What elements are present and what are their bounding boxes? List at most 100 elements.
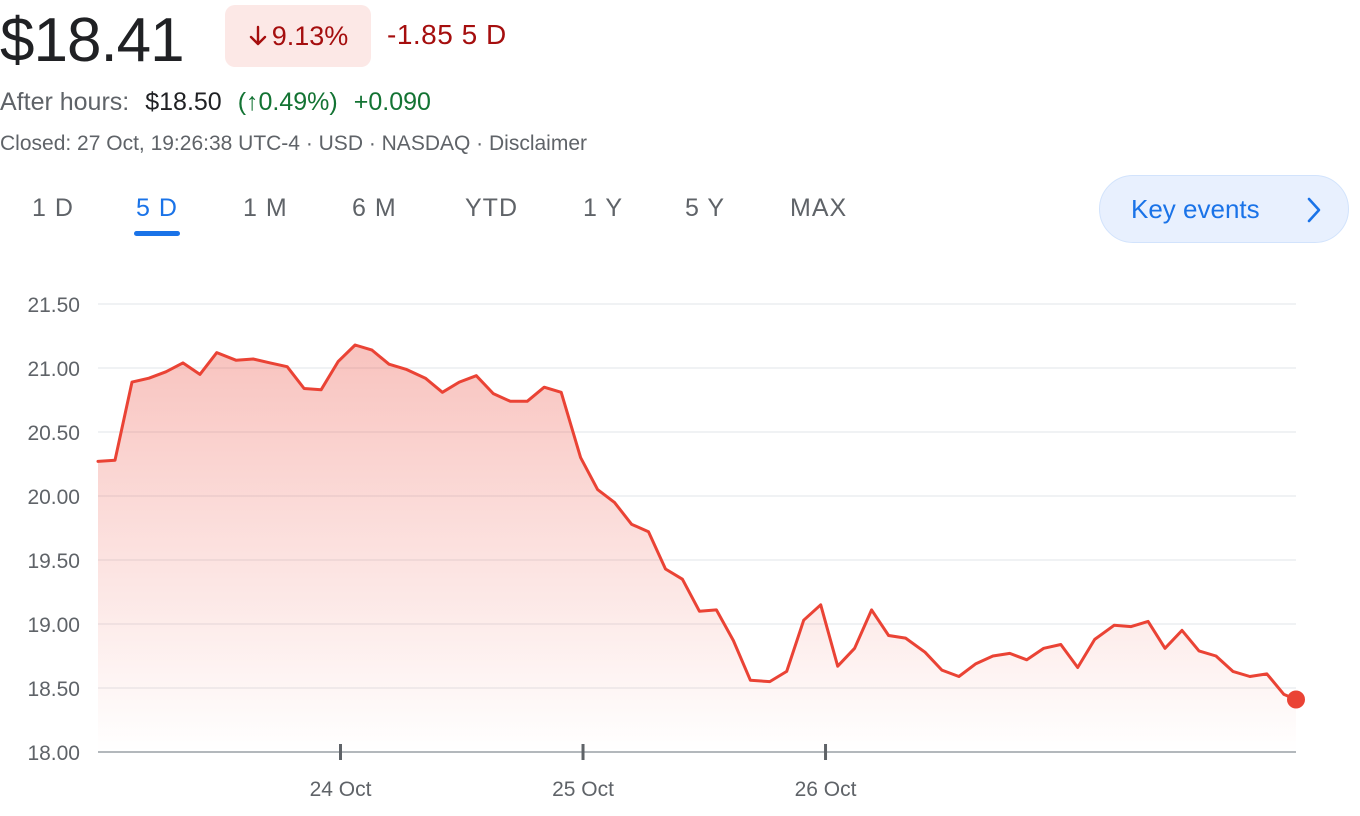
data-point bbox=[458, 380, 461, 384]
data-point bbox=[819, 603, 822, 606]
y-tick-label: 21.50 bbox=[27, 294, 80, 317]
y-tick-label: 19.00 bbox=[27, 614, 80, 637]
data-point bbox=[923, 651, 927, 654]
tab-label: YTD bbox=[465, 194, 518, 222]
data-point bbox=[579, 456, 582, 459]
tab-label: 6 M bbox=[352, 194, 397, 222]
data-point bbox=[1129, 625, 1133, 628]
data-point bbox=[424, 377, 427, 380]
y-tick-label: 18.00 bbox=[27, 742, 80, 765]
data-point bbox=[613, 501, 616, 504]
data-point bbox=[181, 361, 185, 365]
data-point bbox=[130, 380, 134, 384]
y-tick-label: 20.00 bbox=[27, 486, 80, 509]
price-chart[interactable]: 21.50 21.00 20.50 20.00 19.50 19.00 18.50 18.00… bbox=[0, 270, 1360, 816]
data-point bbox=[198, 373, 202, 376]
data-point bbox=[509, 400, 512, 403]
tab-label: 5 Y bbox=[685, 194, 726, 222]
data-point bbox=[1042, 647, 1046, 650]
data-point bbox=[492, 392, 495, 395]
data-point bbox=[302, 387, 306, 390]
data-point bbox=[1093, 638, 1096, 641]
data-point bbox=[96, 460, 100, 463]
tab-6m[interactable]: 6 M bbox=[352, 194, 397, 223]
tab-label: MAX bbox=[790, 194, 848, 222]
data-point bbox=[974, 662, 978, 665]
data-point bbox=[887, 634, 890, 637]
data-point bbox=[768, 680, 771, 683]
active-tab-indicator bbox=[134, 231, 180, 236]
tab-label: 5 D bbox=[136, 194, 178, 222]
tab-label: 1 M bbox=[243, 194, 288, 222]
data-point bbox=[785, 670, 788, 673]
data-point bbox=[353, 343, 357, 347]
price-points bbox=[96, 343, 1298, 701]
y-tick-label: 21.00 bbox=[27, 358, 80, 381]
x-tick-label: 26 Oct bbox=[795, 778, 857, 801]
tab-1m[interactable]: 1 M bbox=[243, 194, 288, 223]
tab-1d[interactable]: 1 D bbox=[32, 194, 74, 223]
tab-1y[interactable]: 1 Y bbox=[583, 194, 623, 223]
data-point bbox=[164, 370, 168, 373]
data-point bbox=[1197, 649, 1201, 653]
data-point bbox=[647, 530, 650, 533]
after-hours-row: After hours: $18.50 (↑0.49%) +0.090 bbox=[0, 88, 431, 117]
data-point bbox=[1265, 672, 1269, 676]
current-price: $18.41 bbox=[0, 6, 185, 75]
last-price-marker bbox=[1287, 690, 1305, 709]
data-point bbox=[1214, 654, 1218, 658]
arrow-down-icon bbox=[249, 25, 266, 46]
key-events-button[interactable]: Key events bbox=[1099, 175, 1349, 243]
data-point bbox=[1282, 693, 1286, 696]
data-point bbox=[957, 675, 961, 678]
y-tick-label: 20.50 bbox=[27, 422, 80, 445]
after-hours-change: +0.090 bbox=[353, 88, 431, 116]
y-axis: 21.50 21.00 20.50 20.00 19.50 19.00 18.50 18.00 bbox=[27, 294, 80, 765]
after-hours-price: $18.50 bbox=[145, 88, 222, 116]
change-percent: 9.13% bbox=[271, 20, 349, 51]
tab-max[interactable]: MAX bbox=[790, 194, 847, 223]
data-point bbox=[698, 610, 701, 613]
data-point bbox=[596, 488, 599, 491]
data-point bbox=[630, 523, 633, 526]
data-point bbox=[715, 608, 718, 612]
data-point bbox=[1163, 647, 1167, 650]
after-hours-label: After hours: bbox=[0, 88, 130, 116]
data-point bbox=[1059, 643, 1063, 646]
tab-5y[interactable]: 5 Y bbox=[685, 194, 725, 223]
data-point bbox=[940, 668, 944, 672]
x-tick-label: 25 Oct bbox=[552, 778, 614, 801]
data-point bbox=[853, 647, 856, 650]
data-point bbox=[370, 348, 374, 352]
market-status[interactable]: Closed: 27 Oct, 19:26:38 UTC-4 · USD · N… bbox=[0, 132, 587, 155]
data-point bbox=[404, 368, 408, 371]
after-hours-percent: (↑0.49%) bbox=[237, 88, 338, 116]
data-point bbox=[904, 636, 907, 640]
data-point bbox=[475, 374, 478, 377]
data-point bbox=[1248, 675, 1252, 678]
data-point bbox=[215, 351, 218, 354]
x-tick-label: 24 Oct bbox=[310, 778, 372, 801]
change-absolute: -1.85 5 D bbox=[387, 19, 507, 50]
data-point bbox=[235, 359, 238, 362]
chevron-right-icon bbox=[1307, 197, 1321, 223]
tab-label: 1 Y bbox=[583, 194, 624, 222]
data-point bbox=[286, 365, 289, 368]
data-point bbox=[870, 608, 873, 612]
tab-label: 1 D bbox=[32, 194, 74, 222]
data-point bbox=[336, 360, 340, 363]
data-point bbox=[441, 391, 444, 394]
data-point bbox=[252, 357, 255, 361]
tab-ytd[interactable]: YTD bbox=[465, 194, 518, 223]
tab-5d[interactable]: 5 D bbox=[134, 194, 180, 236]
data-point bbox=[269, 361, 272, 365]
data-point bbox=[1146, 620, 1150, 623]
data-point bbox=[749, 679, 752, 682]
data-point bbox=[1231, 670, 1235, 673]
data-point bbox=[1076, 666, 1079, 669]
price-area bbox=[98, 345, 1296, 752]
y-tick-label: 19.50 bbox=[27, 550, 80, 573]
data-point bbox=[1025, 658, 1029, 661]
key-events-label: Key events bbox=[1131, 193, 1260, 224]
data-point bbox=[387, 363, 391, 366]
